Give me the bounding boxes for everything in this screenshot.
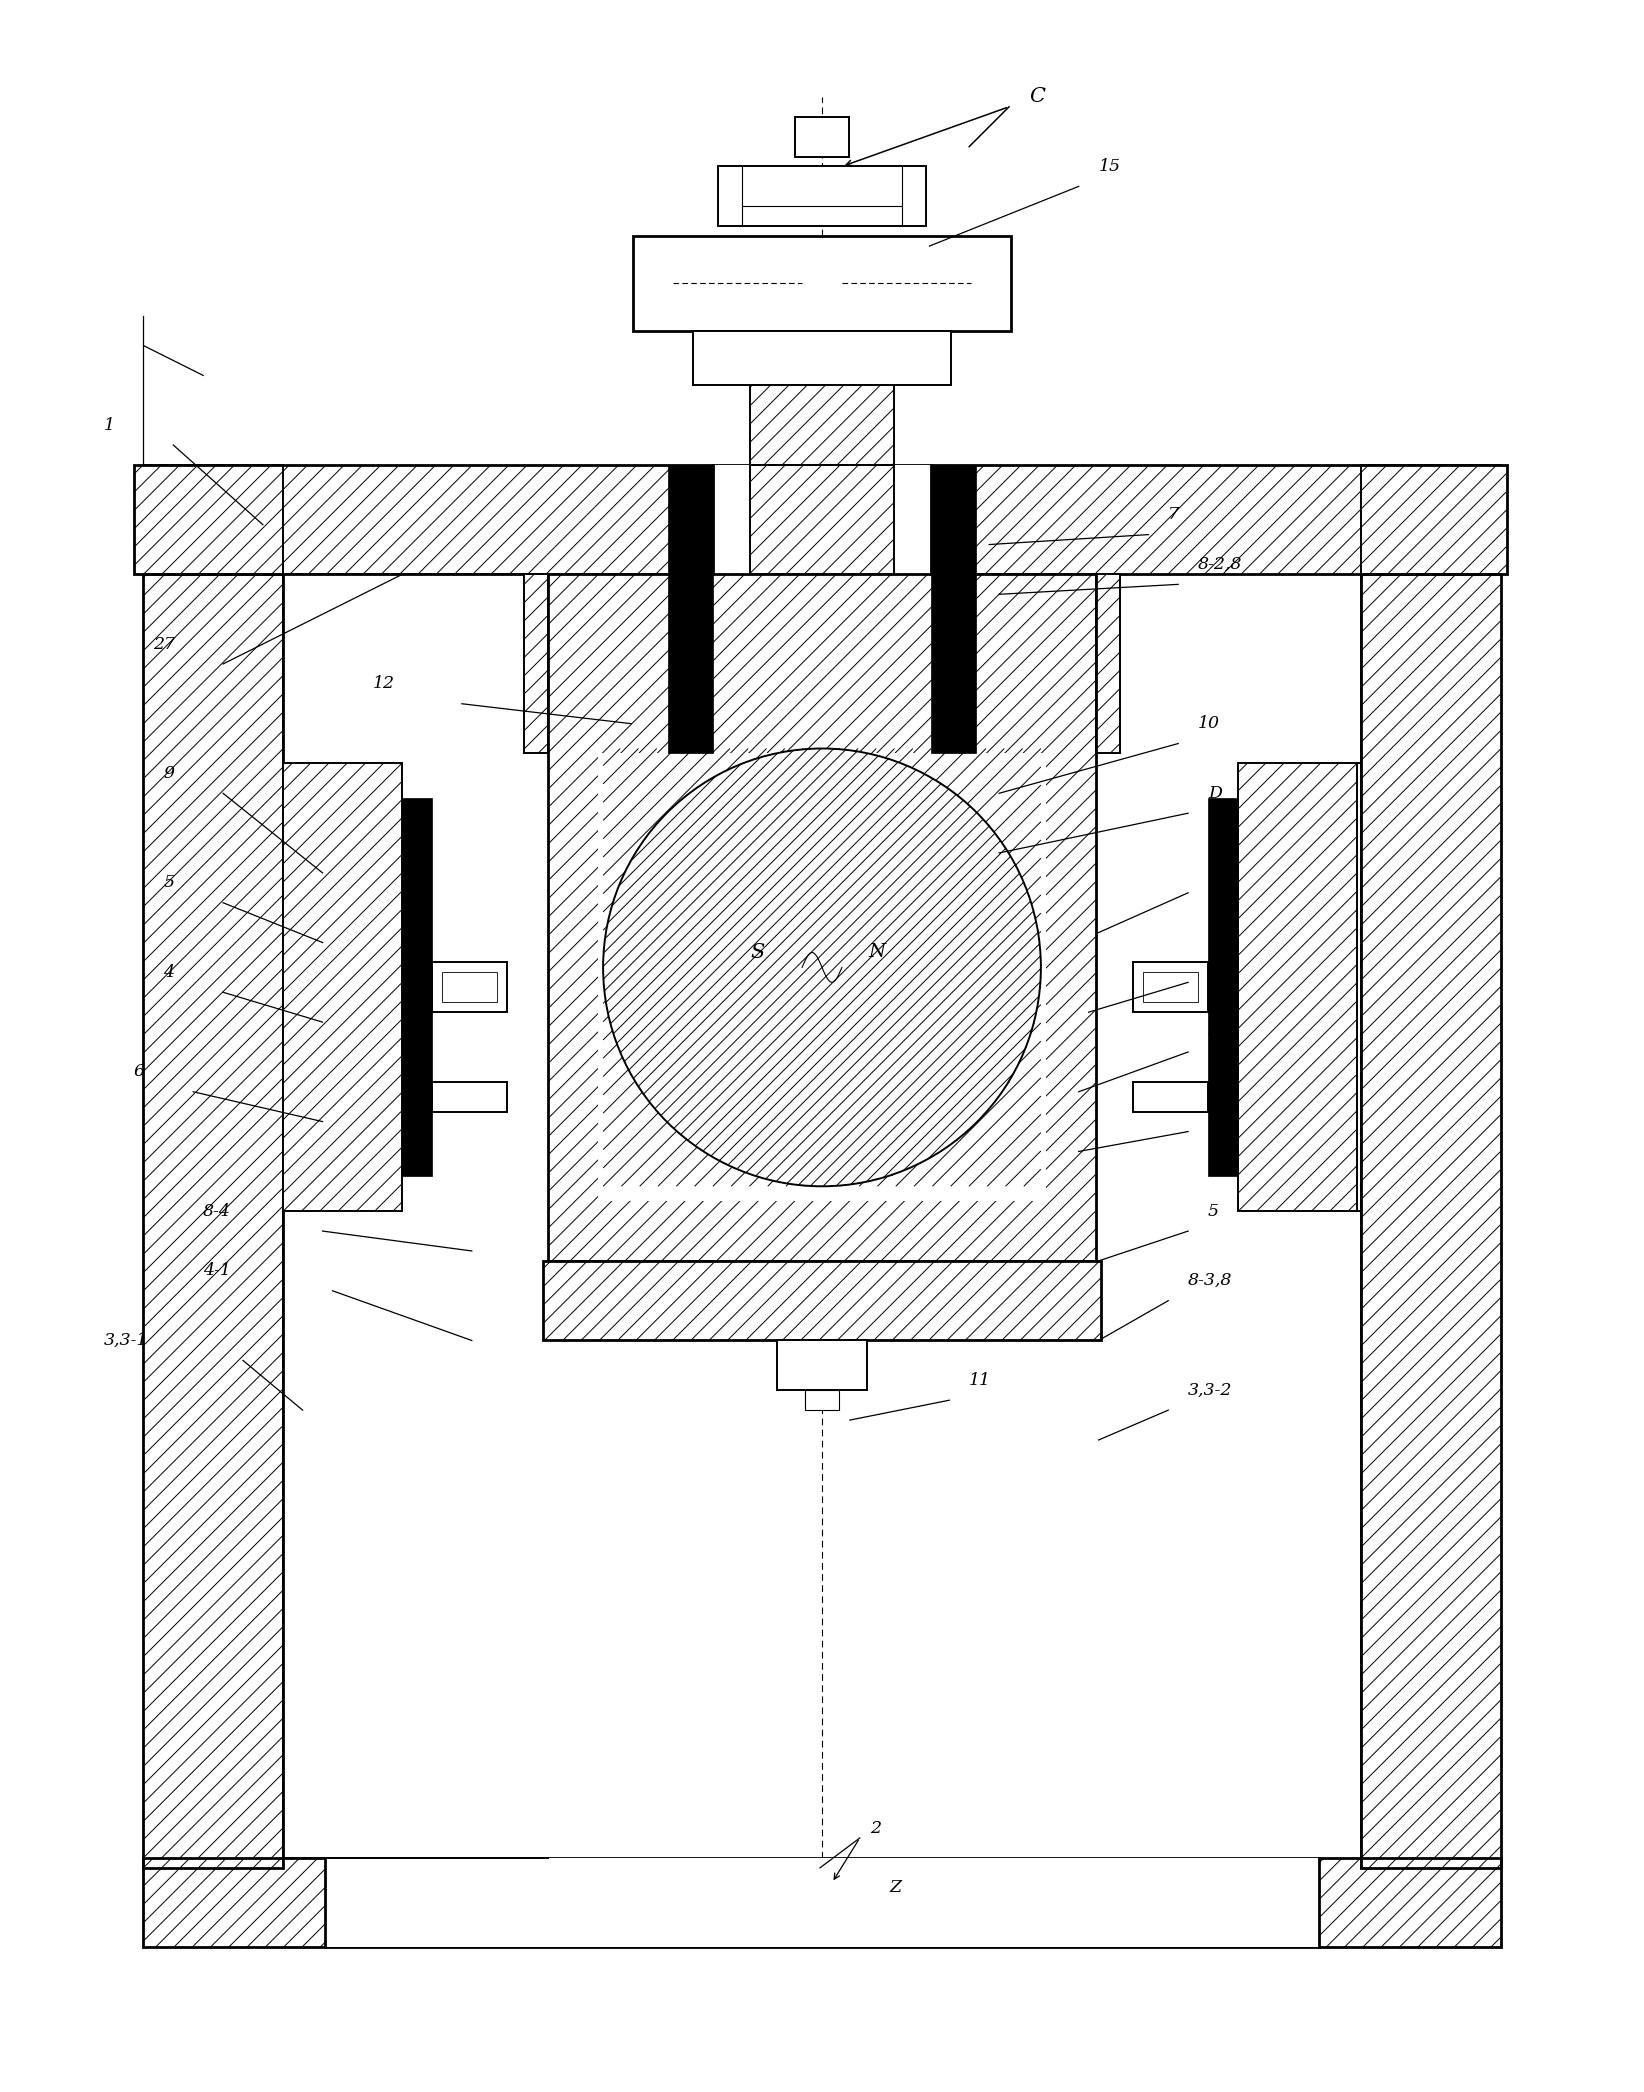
Bar [523,575,549,753]
Bar [544,1261,1100,1341]
Text: 8-1: 8-1 [1208,1023,1236,1040]
Bar [794,117,850,157]
Text: 8-2,8: 8-2,8 [1198,556,1243,573]
Text: 4: 4 [163,964,174,981]
Bar [1143,973,1198,1002]
Text: 5: 5 [1208,1203,1220,1220]
Bar [549,575,1095,1261]
Bar [667,464,712,753]
Bar [432,962,506,1013]
Text: 3,3-1: 3,3-1 [104,1333,148,1349]
Bar [1361,575,1501,1868]
Bar [750,385,894,464]
Text: 8-3,8: 8-3,8 [1189,1272,1233,1289]
Circle shape [603,749,1041,1186]
Text: 8-4: 8-4 [204,1203,232,1220]
Bar [403,799,432,1176]
Bar [804,1391,840,1410]
Bar [133,464,1506,575]
Text: 12: 12 [372,676,395,692]
Bar [1095,575,1121,753]
Bar [283,764,403,1211]
Text: 6: 6 [133,1063,145,1079]
Bar [717,167,927,226]
Bar [324,1858,1320,1948]
Bar [133,464,1506,575]
Text: 7: 7 [1169,506,1179,523]
Text: 27: 27 [1208,864,1230,881]
Bar [523,575,549,753]
Bar [432,1082,506,1111]
Bar [932,464,977,753]
Text: D: D [1208,784,1221,801]
Text: 15: 15 [1098,159,1121,176]
Text: 2: 2 [870,1820,881,1837]
Bar [1133,962,1208,1013]
Circle shape [603,749,1041,1186]
Bar [750,385,894,464]
Bar [283,764,403,1211]
Text: 6: 6 [1208,1102,1220,1119]
Text: 4-1: 4-1 [204,1261,232,1280]
Bar [1238,764,1358,1211]
Text: 1: 1 [104,416,115,433]
Bar [750,464,894,575]
Text: 10: 10 [1198,715,1220,732]
Text: 9: 9 [163,766,174,782]
Bar [778,1341,866,1391]
Text: 27: 27 [153,636,176,653]
Bar [1361,575,1501,1868]
Bar [1238,764,1358,1211]
Bar [1095,575,1121,753]
Bar [143,1858,1501,1948]
Bar [692,331,952,385]
Bar [1208,799,1238,1176]
Bar [143,575,283,1868]
Text: N: N [868,943,884,962]
Text: 5: 5 [163,874,174,891]
Bar [549,575,1095,1261]
Text: Z: Z [889,1879,903,1895]
Bar [143,1858,1501,1948]
Bar [143,575,283,1868]
Bar [712,464,932,575]
Bar [598,753,1046,1201]
Text: 4: 4 [1208,954,1220,971]
Bar [442,973,496,1002]
Text: 11: 11 [970,1372,991,1389]
Bar [1133,1082,1208,1111]
Bar [544,1261,1100,1341]
Text: 3,3-2: 3,3-2 [1189,1381,1233,1400]
Bar [633,236,1011,331]
Text: C: C [1029,88,1046,107]
Bar [750,464,894,575]
Text: S: S [750,943,764,962]
